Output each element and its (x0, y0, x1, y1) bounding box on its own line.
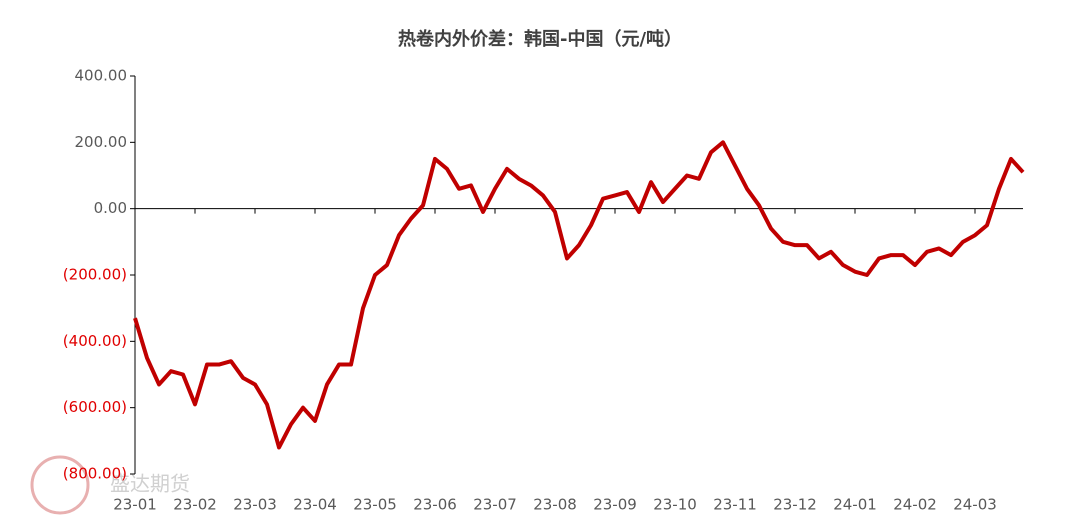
x-tick-label: 23-12 (773, 496, 817, 514)
y-tick-label: (400.00) (63, 332, 127, 350)
chart-title: 热卷内外价差：韩国-中国（元/吨） (398, 28, 682, 50)
y-tick-label: (800.00) (63, 465, 127, 483)
x-tick-label: 23-06 (413, 496, 457, 514)
x-tick-label: 23-03 (233, 496, 277, 514)
y-tick-label: (600.00) (63, 398, 127, 416)
x-tick-label: 23-08 (533, 496, 577, 514)
y-tick-label: 400.00 (75, 67, 128, 85)
x-tick-label: 23-02 (173, 496, 217, 514)
x-tick-label: 23-07 (473, 496, 517, 514)
line (133, 140, 1025, 450)
x-tick-label: 23-04 (293, 496, 337, 514)
x-tick-label: 24-03 (953, 496, 997, 514)
x-tick-label: 23-11 (713, 496, 757, 514)
x-tick-label: 23-05 (353, 496, 397, 514)
x-tick-label: 23-10 (653, 496, 697, 514)
y-tick-label: 0.00 (94, 199, 127, 217)
y-tick-label: (200.00) (63, 266, 127, 284)
x-tick-label: 23-09 (593, 496, 637, 514)
x-tick-label: 24-01 (833, 496, 877, 514)
x-tick-label: 24-02 (893, 496, 937, 514)
watermark: 盛达期货 (110, 472, 190, 496)
watermark-logo (30, 455, 90, 515)
x-tick-label: 23-01 (113, 496, 157, 514)
y-tick-label: 200.00 (75, 133, 128, 151)
